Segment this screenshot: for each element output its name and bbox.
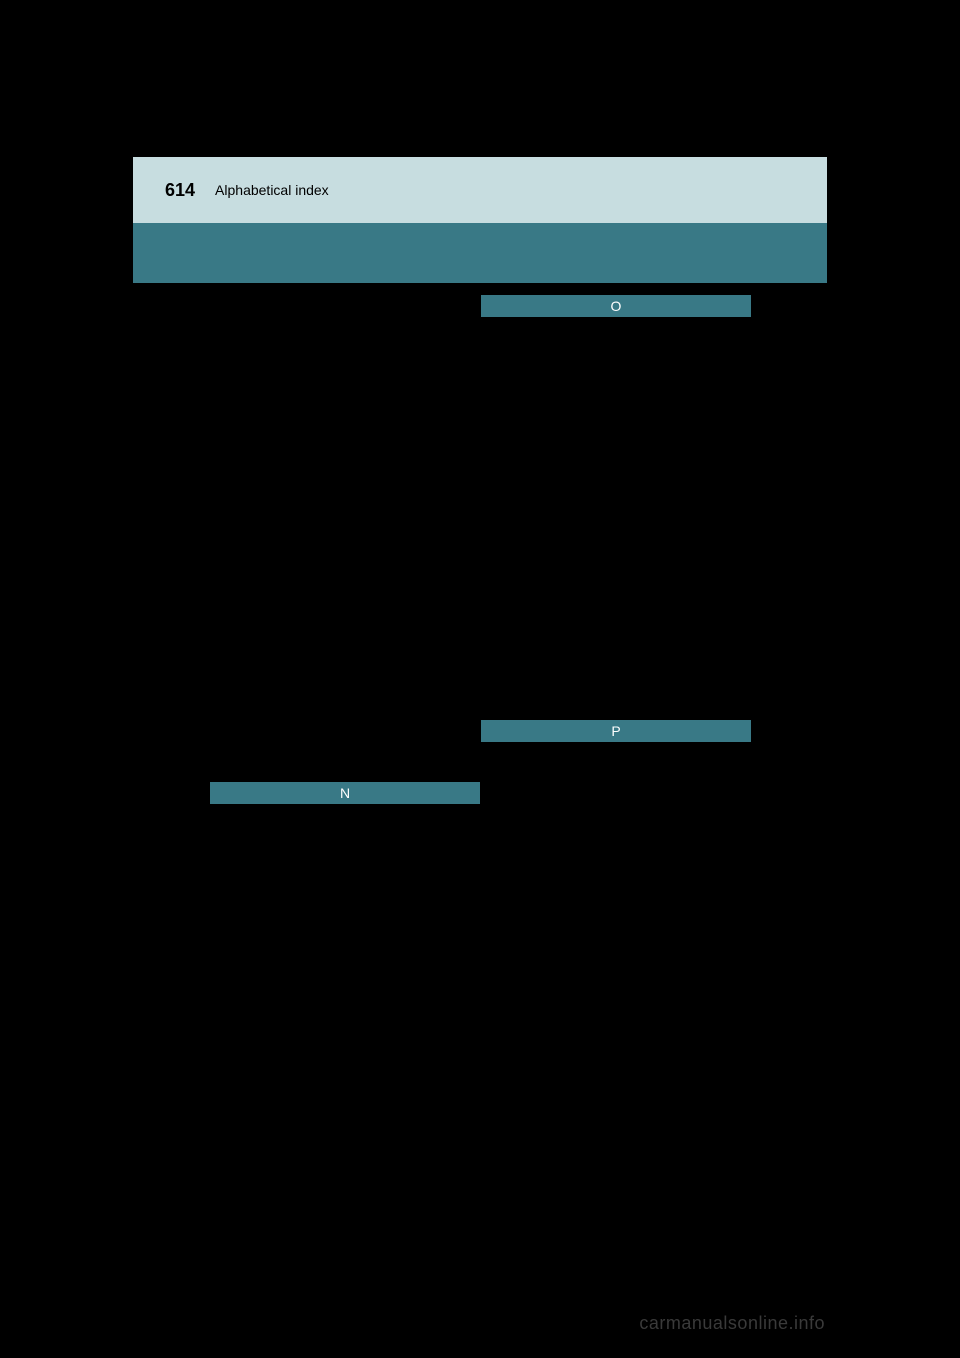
section-label-o: O bbox=[481, 295, 751, 317]
teal-band bbox=[133, 223, 827, 283]
section-label-n: N bbox=[210, 782, 480, 804]
watermark: carmanualsonline.info bbox=[639, 1313, 825, 1334]
page-number: 614 bbox=[165, 180, 195, 201]
section-label-p: P bbox=[481, 720, 751, 742]
header-title: Alphabetical index bbox=[215, 182, 329, 198]
page-header: 614 Alphabetical index bbox=[133, 157, 827, 223]
page-container: 614 Alphabetical index O P N bbox=[133, 157, 827, 283]
